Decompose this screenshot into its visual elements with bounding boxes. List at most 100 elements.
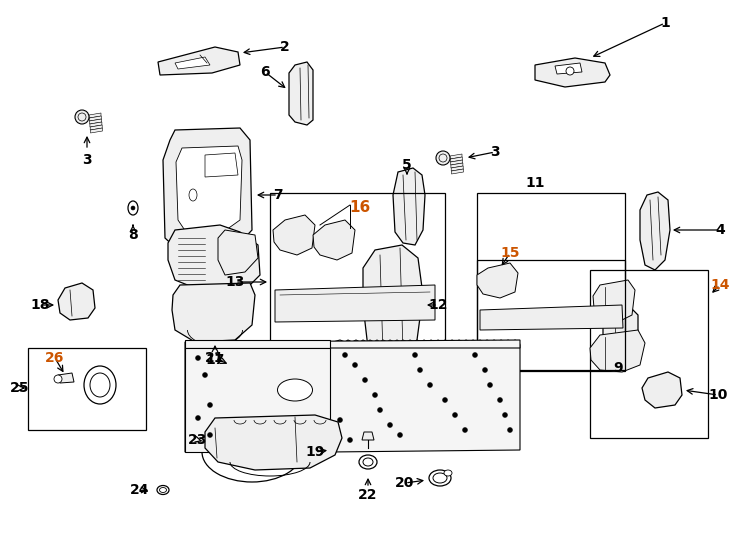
Bar bbox=[477, 193, 625, 371]
Polygon shape bbox=[535, 58, 610, 87]
Polygon shape bbox=[168, 225, 260, 288]
Text: 14: 14 bbox=[711, 278, 730, 292]
Circle shape bbox=[398, 433, 402, 437]
Text: 15: 15 bbox=[501, 246, 520, 260]
Polygon shape bbox=[451, 160, 462, 165]
Text: 12: 12 bbox=[428, 298, 448, 312]
Text: 26: 26 bbox=[46, 351, 65, 365]
Text: 19: 19 bbox=[305, 445, 324, 459]
Circle shape bbox=[363, 377, 368, 382]
Circle shape bbox=[436, 151, 450, 165]
Polygon shape bbox=[451, 166, 463, 171]
Polygon shape bbox=[89, 113, 101, 118]
Polygon shape bbox=[642, 372, 682, 408]
Text: 7: 7 bbox=[273, 188, 283, 202]
Polygon shape bbox=[393, 168, 425, 245]
Polygon shape bbox=[90, 122, 102, 127]
Text: 13: 13 bbox=[225, 275, 244, 289]
Bar bbox=[28, 348, 146, 430]
Polygon shape bbox=[451, 169, 463, 174]
Ellipse shape bbox=[189, 189, 197, 201]
Polygon shape bbox=[185, 340, 330, 348]
Polygon shape bbox=[176, 146, 242, 232]
Circle shape bbox=[195, 355, 200, 361]
Polygon shape bbox=[330, 340, 520, 452]
Polygon shape bbox=[640, 192, 670, 270]
Text: 17: 17 bbox=[206, 353, 225, 367]
Text: 20: 20 bbox=[396, 476, 415, 490]
Circle shape bbox=[203, 373, 208, 377]
Circle shape bbox=[452, 413, 457, 417]
Circle shape bbox=[388, 422, 393, 428]
Polygon shape bbox=[185, 348, 330, 452]
Ellipse shape bbox=[84, 366, 116, 404]
Bar bbox=[590, 270, 708, 438]
Text: 21: 21 bbox=[206, 351, 225, 365]
Polygon shape bbox=[451, 163, 463, 168]
Circle shape bbox=[487, 382, 493, 388]
Ellipse shape bbox=[444, 470, 452, 476]
Polygon shape bbox=[185, 340, 520, 452]
Polygon shape bbox=[205, 153, 238, 177]
Text: 18: 18 bbox=[30, 298, 50, 312]
Text: 25: 25 bbox=[10, 381, 30, 395]
Circle shape bbox=[427, 382, 432, 388]
Polygon shape bbox=[590, 330, 645, 372]
Polygon shape bbox=[593, 280, 635, 322]
Ellipse shape bbox=[359, 455, 377, 469]
Circle shape bbox=[195, 415, 200, 421]
Circle shape bbox=[372, 393, 377, 397]
Polygon shape bbox=[313, 220, 355, 260]
Polygon shape bbox=[175, 57, 210, 69]
Polygon shape bbox=[273, 215, 315, 255]
Circle shape bbox=[347, 437, 352, 442]
Ellipse shape bbox=[429, 470, 451, 486]
Text: 23: 23 bbox=[189, 433, 208, 447]
Polygon shape bbox=[450, 154, 462, 159]
Text: 4: 4 bbox=[715, 223, 725, 237]
Text: 24: 24 bbox=[130, 483, 150, 497]
Circle shape bbox=[462, 428, 468, 433]
Polygon shape bbox=[90, 119, 101, 124]
Circle shape bbox=[377, 408, 382, 413]
Circle shape bbox=[338, 417, 343, 422]
Circle shape bbox=[343, 353, 347, 357]
Text: 10: 10 bbox=[708, 388, 727, 402]
Polygon shape bbox=[450, 157, 462, 162]
Ellipse shape bbox=[433, 473, 447, 483]
Text: 3: 3 bbox=[490, 145, 500, 159]
Polygon shape bbox=[480, 305, 623, 330]
Bar bbox=[270, 193, 445, 355]
Text: 1: 1 bbox=[660, 16, 670, 30]
Circle shape bbox=[482, 368, 487, 373]
Circle shape bbox=[566, 67, 574, 75]
Ellipse shape bbox=[277, 379, 313, 401]
Circle shape bbox=[473, 353, 478, 357]
Text: 5: 5 bbox=[402, 158, 412, 172]
Polygon shape bbox=[90, 128, 103, 133]
Polygon shape bbox=[58, 373, 74, 383]
Polygon shape bbox=[163, 128, 252, 250]
Circle shape bbox=[75, 110, 89, 124]
Circle shape bbox=[413, 353, 418, 357]
Polygon shape bbox=[477, 263, 518, 298]
Circle shape bbox=[131, 206, 135, 210]
Circle shape bbox=[352, 362, 357, 368]
Polygon shape bbox=[58, 283, 95, 320]
Circle shape bbox=[208, 433, 213, 437]
Circle shape bbox=[443, 397, 448, 402]
Circle shape bbox=[418, 368, 423, 373]
Text: 16: 16 bbox=[349, 200, 371, 215]
Polygon shape bbox=[218, 230, 258, 275]
Polygon shape bbox=[289, 62, 313, 125]
Text: 3: 3 bbox=[82, 153, 92, 167]
Polygon shape bbox=[603, 305, 638, 355]
Circle shape bbox=[507, 428, 512, 433]
Polygon shape bbox=[158, 47, 240, 75]
Text: 9: 9 bbox=[613, 361, 623, 375]
Polygon shape bbox=[275, 285, 435, 322]
Ellipse shape bbox=[128, 201, 138, 215]
Polygon shape bbox=[90, 125, 102, 130]
Text: 11: 11 bbox=[526, 176, 545, 190]
Text: 22: 22 bbox=[358, 488, 378, 502]
